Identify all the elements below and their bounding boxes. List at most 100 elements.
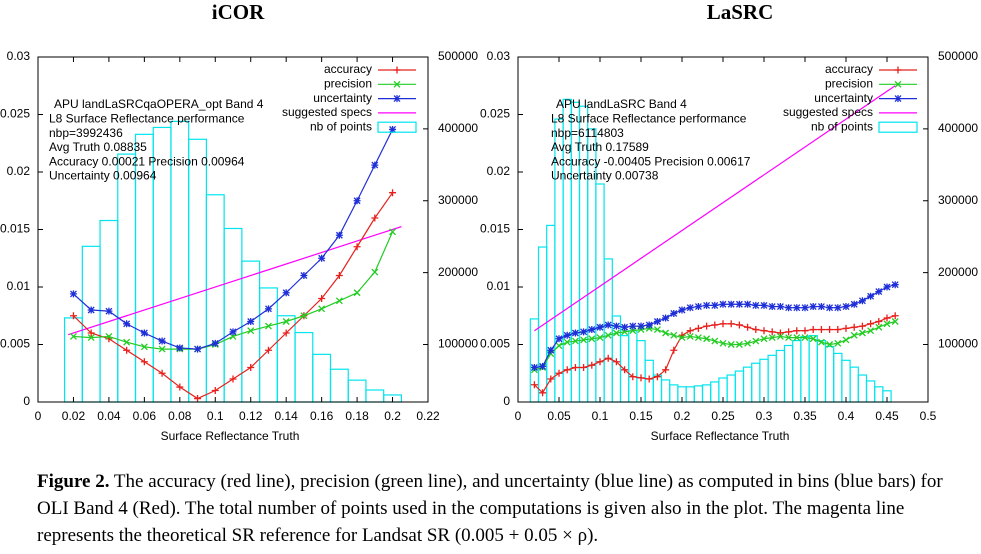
series-marker [867,327,875,335]
series-marker [555,342,563,350]
series-marker [371,161,379,169]
histogram-bar [865,380,876,403]
x-tick-label: 0.3 [756,409,773,423]
series-marker [760,327,768,335]
series-marker [817,326,825,334]
y2-tick-label: 400000 [438,121,478,135]
series-marker [335,272,343,279]
histogram-bar [529,318,540,403]
legend-label: accuracy [324,62,372,76]
histogram-bar [276,315,296,403]
series-marker [809,303,817,311]
series-marker [867,320,875,328]
series-marker [744,323,752,331]
series-marker [571,364,579,371]
histogram-bar [660,379,671,403]
y-tick-label: 0 [23,394,30,408]
caption-text: The accuracy (red line), precision (gree… [37,471,943,546]
series-marker [621,366,629,374]
series-marker [318,305,326,313]
y-tick-label: 0.015 [0,222,30,236]
x-tick-label: 0.5 [920,409,937,423]
legend-swatch [377,121,417,133]
histogram-bar [816,340,827,403]
series-marker [686,304,694,312]
series-marker [264,346,272,354]
series-marker [891,312,899,320]
series-marker [176,344,184,352]
series-marker [318,295,326,302]
series-marker [760,335,768,343]
series-marker [678,306,686,314]
series-marker [176,383,184,391]
series-marker [850,323,858,331]
chart-title: LaSRC [707,0,774,24]
series-marker [282,289,290,297]
series-marker [719,339,727,347]
annotation: APU landLaSRCqaOPERA_opt Band 4 [54,97,264,111]
series-marker [752,326,760,334]
histogram-bar [685,386,695,403]
series-marker [703,322,711,330]
y-tick-label: 0 [503,394,510,408]
legend-label: suggested specs [282,105,372,119]
x-tick-label: 0.12 [239,409,263,423]
series-marker [883,314,891,322]
series-marker [158,345,166,353]
histogram-bar [767,354,777,403]
series-marker [629,322,637,330]
y-tick-label: 0.01 [487,279,511,293]
series-marker [653,373,661,381]
series-marker [69,290,77,298]
y-tick-label: 0.03 [7,49,31,63]
series-marker [247,364,255,371]
series-marker [123,320,131,328]
chart-title: iCOR [212,0,265,24]
series-marker [842,336,850,344]
legend-marker [894,66,902,74]
series-marker [793,327,801,335]
series-marker [389,125,397,133]
histogram-bar [775,349,786,403]
series-marker [105,332,113,340]
series-marker [670,331,678,339]
series-marker [653,326,661,334]
series-marker [670,346,678,354]
series-marker [612,358,620,366]
x-tick-label: 0.22 [416,409,440,423]
series-marker [727,320,735,328]
y2-tick-label: 100000 [938,337,978,351]
series-marker [744,339,752,347]
series-marker [744,300,752,308]
series-marker [140,343,148,351]
series-marker [353,197,361,205]
histogram-bar [734,370,745,403]
series-marker [371,214,379,222]
series-marker [768,334,776,342]
x-tick-label: 0.18 [345,409,369,423]
series-marker [776,303,784,311]
series-marker [247,327,255,335]
y-tick-label: 0.02 [487,164,511,178]
series-marker [867,292,875,300]
y2-tick-label: 300000 [938,193,978,207]
series-marker [834,304,842,312]
legend-marker [393,66,401,74]
histogram-bar [329,368,349,403]
series-marker [858,329,866,337]
y-tick-label: 0.03 [487,49,511,63]
series-marker [875,318,883,325]
series-marker [140,329,148,337]
series-marker [785,334,793,342]
figure: iCOR 0 0.02 0.04 0.06 0.08 0.1 0.12 0.14 0.16 0.18… [0,0,978,443]
series-marker [776,332,784,340]
series-marker [87,329,95,337]
histogram-bar [874,386,884,403]
series-marker [735,300,743,308]
series-marker [686,327,694,335]
histogram-bar [710,381,720,403]
legend-label: uncertainty [814,91,873,105]
series-marker [530,364,538,371]
histogram-bar [365,389,385,403]
x-tick-label: 0.15 [629,409,653,423]
